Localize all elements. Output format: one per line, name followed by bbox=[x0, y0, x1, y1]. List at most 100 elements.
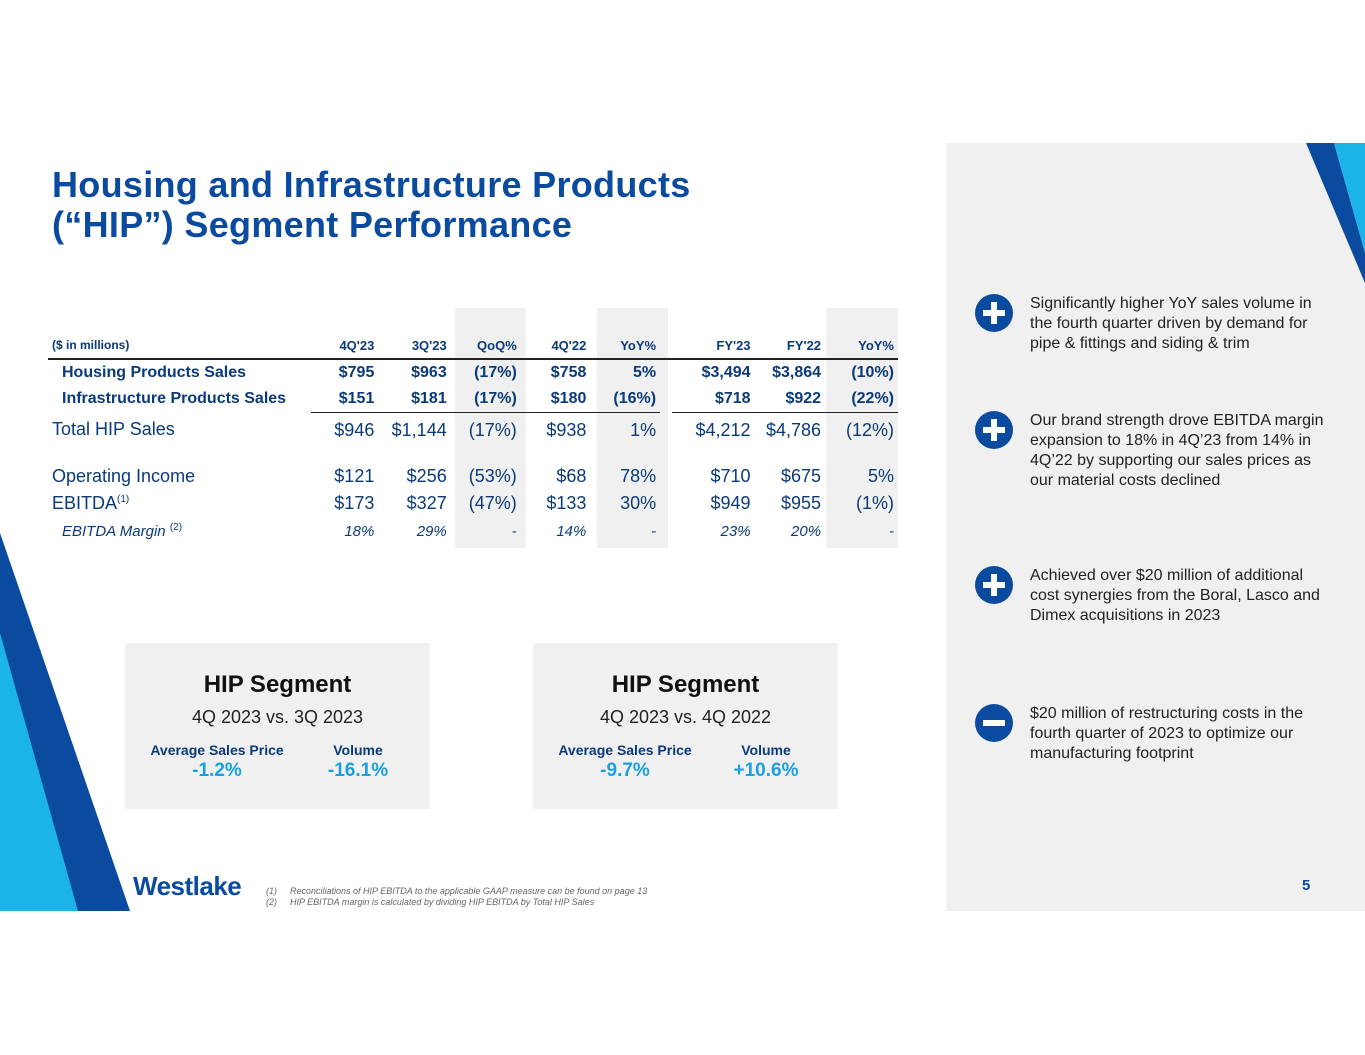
cell: $963 bbox=[411, 364, 447, 381]
cell: 18% bbox=[344, 522, 375, 540]
box-title: HIP Segment bbox=[203, 671, 352, 698]
cell: (53%) bbox=[468, 466, 517, 486]
table-row: Housing Products Sales $795 $963 (17%) $… bbox=[48, 359, 898, 386]
slide: Housing and Infrastructure Products (“HI… bbox=[0, 143, 1365, 911]
spacer bbox=[660, 359, 672, 386]
plus-icon bbox=[975, 566, 1013, 604]
metric-average-sales-price: Average Sales Price -1.2% bbox=[150, 742, 284, 781]
cell: 29% bbox=[416, 522, 447, 540]
cell: (16%) bbox=[590, 386, 661, 413]
cell: $180 bbox=[520, 386, 591, 413]
decorative-stripe-bottom-left bbox=[0, 533, 130, 911]
box-title: HIP Segment bbox=[611, 671, 760, 698]
decorative-stripe-top-right bbox=[1306, 143, 1365, 283]
right-panel bbox=[946, 143, 1365, 911]
unit-label: ($ in millions) bbox=[48, 332, 311, 360]
metric-average-sales-price: Average Sales Price -9.7% bbox=[558, 742, 692, 781]
spacer bbox=[660, 463, 672, 490]
cell: (17%) bbox=[474, 364, 517, 381]
cell: $327 bbox=[406, 493, 447, 513]
cell: $173 bbox=[334, 493, 375, 513]
cell: $718 bbox=[671, 386, 755, 413]
bullet-text: Achieved over $20 million of additional … bbox=[1030, 567, 1320, 624]
col-header: 3Q'23 bbox=[378, 332, 451, 360]
col-header: 4Q'23 bbox=[310, 332, 379, 360]
metric-volume: Volume -16.1% bbox=[327, 742, 389, 781]
cell: $256 bbox=[406, 466, 447, 486]
footnotes: (1) Reconciliations of HIP EBITDA to the … bbox=[266, 886, 647, 908]
row-label: Operating Income bbox=[52, 466, 196, 486]
plus-icon bbox=[975, 411, 1013, 449]
row-label: Total HIP Sales bbox=[52, 419, 175, 440]
page-title: Housing and Infrastructure Products (“HI… bbox=[52, 165, 912, 245]
row-label: EBITDA(1) bbox=[52, 493, 130, 513]
row-label: Infrastructure Products Sales bbox=[62, 390, 287, 408]
page-number: 5 bbox=[1302, 877, 1311, 894]
plus-icon bbox=[975, 294, 1013, 332]
cell: $3,864 bbox=[772, 364, 822, 381]
financial-table: ($ in millions) 4Q'23 3Q'23 QoQ% 4Q'22 Y… bbox=[48, 308, 898, 548]
cell: $710 bbox=[710, 466, 751, 486]
cell: $151 bbox=[310, 386, 379, 413]
cell: $938 bbox=[546, 419, 587, 440]
hip-segment-box-yoy: HIP Segment 4Q 2023 vs. 4Q 2022 Average … bbox=[533, 643, 838, 809]
cell: $955 bbox=[781, 493, 822, 513]
cell: $675 bbox=[781, 466, 822, 486]
cell: $181 bbox=[378, 386, 451, 413]
spacer bbox=[660, 517, 672, 545]
footnote: (2) HIP EBITDA margin is calculated by di… bbox=[266, 897, 595, 907]
col-header: FY'23 bbox=[671, 332, 755, 360]
cell: 14% bbox=[556, 522, 587, 540]
cell: 5% bbox=[867, 466, 894, 486]
blank-row bbox=[48, 447, 898, 463]
bullet-text: $20 million of restructuring costs in th… bbox=[1030, 705, 1304, 762]
cell: $121 bbox=[334, 466, 375, 486]
westlake-logo: Westlake bbox=[133, 871, 242, 901]
cell: $4,786 bbox=[765, 419, 822, 440]
cell: (10%) bbox=[851, 364, 894, 381]
table-header-row: ($ in millions) 4Q'23 3Q'23 QoQ% 4Q'22 Y… bbox=[48, 332, 898, 360]
table-row: EBITDA Margin (2) 18% 29% - 14% - 23% 20… bbox=[48, 517, 898, 545]
cell: (12%) bbox=[845, 419, 894, 440]
cell: $133 bbox=[546, 493, 587, 513]
hip-segment-box-qoq: HIP Segment 4Q 2023 vs. 3Q 2023 Average … bbox=[125, 643, 430, 809]
table-row: Total HIP Sales $946 $1,144 (17%) $938 1… bbox=[48, 413, 898, 448]
col-header: FY'22 bbox=[754, 332, 826, 360]
cell: $68 bbox=[556, 466, 587, 486]
table-row: EBITDA(1) $173 $327 (47%) $133 30% $949 … bbox=[48, 490, 898, 517]
cell: (22%) bbox=[825, 386, 898, 413]
cell: (1%) bbox=[855, 493, 894, 513]
table-row: Operating Income $121 $256 (53%) $68 78%… bbox=[48, 463, 898, 490]
box-subtitle: 4Q 2023 vs. 4Q 2022 bbox=[599, 707, 772, 727]
spacer bbox=[660, 386, 672, 413]
title-line-1: Housing and Infrastructure Products bbox=[52, 164, 691, 205]
spacer bbox=[660, 490, 672, 517]
col-header: YoY% bbox=[825, 332, 898, 360]
cell: $1,144 bbox=[391, 419, 447, 440]
cell: $946 bbox=[334, 419, 375, 440]
cell: $922 bbox=[754, 386, 826, 413]
cell: 5% bbox=[632, 364, 657, 381]
performance-table: ($ in millions) 4Q'23 3Q'23 QoQ% 4Q'22 Y… bbox=[48, 332, 898, 545]
minus-icon bbox=[975, 704, 1013, 742]
cell: $795 bbox=[338, 364, 375, 381]
cell: 1% bbox=[630, 419, 657, 440]
row-label: Housing Products Sales bbox=[62, 364, 247, 381]
bullet-text: Significantly higher YoY sales volume in… bbox=[1030, 295, 1312, 352]
bullet-text: Our brand strength drove EBITDA margin e… bbox=[1030, 412, 1324, 489]
cell: 20% bbox=[791, 522, 822, 540]
cell: (47%) bbox=[468, 493, 517, 513]
cell: (17%) bbox=[450, 386, 521, 413]
col-header: QoQ% bbox=[450, 332, 521, 360]
spacer bbox=[660, 332, 672, 360]
col-header: YoY% bbox=[590, 332, 661, 360]
footnote: (1) Reconciliations of HIP EBITDA to the … bbox=[266, 886, 648, 896]
spacer bbox=[660, 413, 672, 448]
cell: $949 bbox=[710, 493, 751, 513]
metric-volume: Volume +10.6% bbox=[733, 742, 799, 781]
col-header: 4Q'22 bbox=[520, 332, 591, 360]
cell: 23% bbox=[720, 522, 751, 540]
cell: $4,212 bbox=[695, 419, 751, 440]
title-line-2: (“HIP”) Segment Performance bbox=[52, 204, 573, 245]
cell: - bbox=[651, 522, 657, 540]
